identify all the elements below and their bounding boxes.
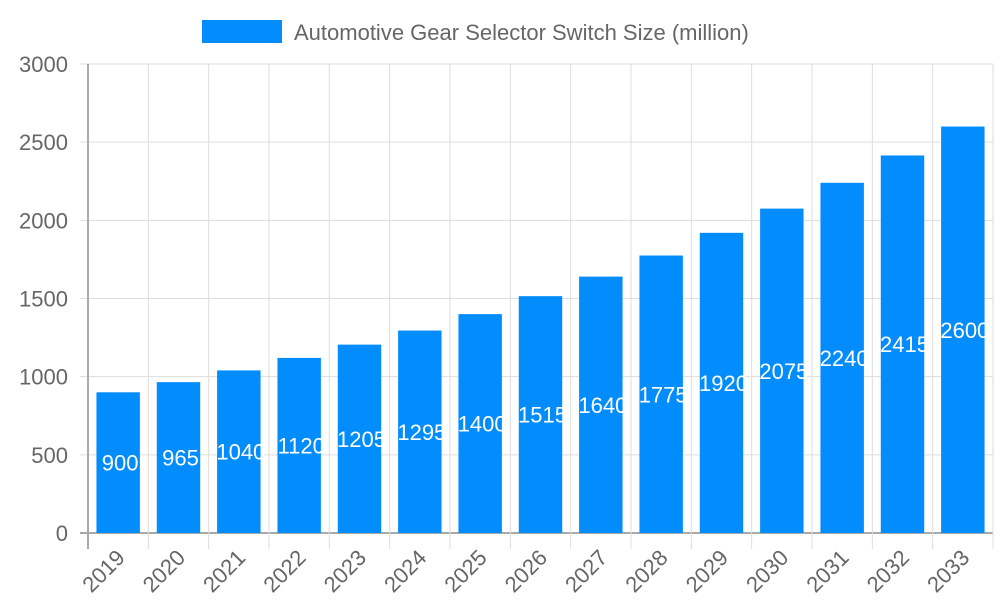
y-tick-label: 500 [31, 443, 68, 468]
data-label: 1295 [397, 420, 446, 445]
data-label: 2415 [880, 332, 929, 357]
data-label: 1205 [337, 427, 386, 452]
data-label: 1040 [216, 440, 265, 465]
x-tick-label: 2020 [138, 545, 190, 597]
data-label: 1515 [518, 403, 567, 428]
x-tick-label: 2026 [500, 545, 552, 597]
data-label: 1775 [639, 382, 688, 407]
y-tick-label: 1500 [19, 287, 68, 312]
y-tick-label: 2000 [19, 208, 68, 233]
bar-2028 [639, 255, 683, 533]
bar-2019 [96, 392, 140, 533]
bar-2023 [337, 344, 382, 533]
bar-2033 [941, 126, 985, 534]
bar-2029 [699, 232, 744, 533]
x-tick-label: 2032 [862, 545, 914, 597]
y-tick-label: 2500 [19, 130, 68, 155]
data-label: 1640 [578, 393, 627, 418]
y-tick-label: 1000 [19, 365, 68, 390]
y-tick-label: 3000 [19, 52, 68, 77]
data-label: 2075 [759, 359, 808, 384]
data-label: 2240 [820, 346, 869, 371]
legend-label: Automotive Gear Selector Switch Size (mi… [294, 20, 749, 45]
bar-2020 [156, 382, 201, 533]
bar-2032 [880, 155, 925, 533]
data-label: 2600 [940, 318, 989, 343]
x-tick-label: 2023 [319, 545, 371, 597]
x-tick-label: 2030 [741, 545, 793, 597]
bar-2030 [760, 208, 804, 533]
x-tick-label: 2025 [439, 545, 491, 597]
x-tick-label: 2019 [77, 545, 129, 597]
bar-2022 [277, 357, 321, 533]
y-tick-label: 0 [56, 521, 68, 546]
bar-2021 [217, 370, 261, 533]
x-tick-label: 2024 [379, 545, 431, 597]
legend-swatch [202, 20, 282, 43]
bar-2024 [398, 330, 442, 533]
x-tick-label: 2028 [620, 545, 672, 597]
data-label: 1920 [699, 371, 748, 396]
data-label: 965 [162, 446, 199, 471]
data-label: 900 [102, 451, 139, 476]
data-label: 1120 [278, 433, 325, 458]
x-tick-label: 2033 [922, 545, 974, 597]
x-tick-label: 2021 [198, 545, 250, 597]
data-label: 1400 [458, 412, 507, 437]
bar-2031 [820, 182, 864, 533]
x-tick-label: 2029 [681, 545, 733, 597]
x-tick-label: 2027 [560, 545, 612, 597]
x-tick-label: 2031 [801, 545, 853, 597]
x-tick-label: 2022 [258, 545, 310, 597]
bar-2026 [518, 296, 563, 533]
bar-2025 [458, 314, 502, 533]
bar-2027 [579, 276, 623, 533]
